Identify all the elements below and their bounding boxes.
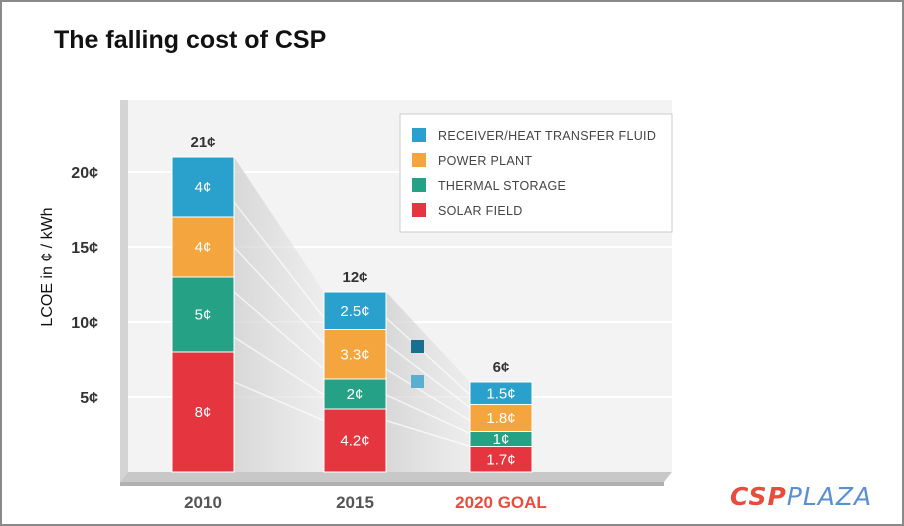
brand-logo: CSPPLAZA xyxy=(730,482,872,511)
plot-floor-edge xyxy=(120,482,664,486)
connector-ray xyxy=(385,394,471,435)
bar-segment xyxy=(323,378,387,410)
connector-shade xyxy=(234,157,324,472)
bar-segment xyxy=(171,156,235,218)
bar-segment-label: 2.5¢ xyxy=(340,303,369,320)
bar-segment xyxy=(171,276,235,353)
bar-total-label: 12¢ xyxy=(342,269,367,286)
x-category-label: 2020 GOAL xyxy=(455,493,547,512)
legend-box xyxy=(399,113,673,233)
y-tick-label: 20¢ xyxy=(71,165,98,182)
connector-ray xyxy=(233,201,325,319)
y-tick-label: 5¢ xyxy=(80,390,98,407)
y-tick-label: 10¢ xyxy=(71,315,98,332)
bar-segment-label: 3.3¢ xyxy=(340,346,369,363)
bar-segment-label: 1.5¢ xyxy=(486,385,515,402)
plot-left-wall xyxy=(120,100,128,482)
y-axis-label: LCOE in ¢ / kWh xyxy=(39,207,56,326)
connector-ray xyxy=(385,368,471,422)
bar-segment xyxy=(171,351,235,473)
decorative-square xyxy=(411,340,424,353)
bar-segment-label: 4.2¢ xyxy=(340,433,369,450)
legend-swatch xyxy=(412,178,426,192)
bar-segment-label: 1¢ xyxy=(493,431,510,448)
decorative-square xyxy=(411,375,424,388)
plot-floor xyxy=(120,472,672,482)
bar-segment xyxy=(323,329,387,380)
bar-segment xyxy=(469,381,533,405)
legend-swatch xyxy=(412,153,426,167)
connector-ray xyxy=(233,381,325,422)
bar-segment-label: 8¢ xyxy=(195,404,212,421)
connector-ray xyxy=(233,336,325,396)
bar-segment xyxy=(323,291,387,330)
connector-ray xyxy=(233,246,325,344)
connector-ray xyxy=(385,342,471,409)
bar-segment-label: 5¢ xyxy=(195,307,212,324)
brand-logo-part1: CSP xyxy=(730,482,787,511)
connector-ray xyxy=(385,317,471,396)
y-tick-label: 15¢ xyxy=(71,240,98,257)
chart-title: The falling cost of CSP xyxy=(54,26,327,54)
bar-segment xyxy=(323,408,387,473)
x-category-label: 2010 xyxy=(184,493,222,512)
legend-entry: POWER PLANT xyxy=(438,154,532,168)
bar-total-label: 6¢ xyxy=(493,359,510,376)
legend-entry: RECEIVER/HEAT TRANSFER FLUID xyxy=(438,129,656,143)
x-category-label: 2015 xyxy=(336,493,374,512)
brand-logo-part2: PLAZA xyxy=(786,482,873,511)
bar-segment-label: 4¢ xyxy=(195,179,212,196)
connector-ray xyxy=(233,291,325,370)
legend-swatch xyxy=(412,203,426,217)
bar-segment-label: 1.8¢ xyxy=(486,410,515,427)
connector-ray xyxy=(385,419,471,447)
bar-segment-label: 2¢ xyxy=(347,386,364,403)
legend-entry: THERMAL STORAGE xyxy=(438,179,566,193)
bar-segment xyxy=(171,216,235,278)
bar-total-label: 21¢ xyxy=(190,134,215,151)
bar-segment-label: 1.7¢ xyxy=(486,451,515,468)
bar-segment-label: 4¢ xyxy=(195,239,212,256)
bar-segment xyxy=(469,404,533,432)
legend-entry: SOLAR FIELD xyxy=(438,204,523,218)
legend-swatch xyxy=(412,128,426,142)
